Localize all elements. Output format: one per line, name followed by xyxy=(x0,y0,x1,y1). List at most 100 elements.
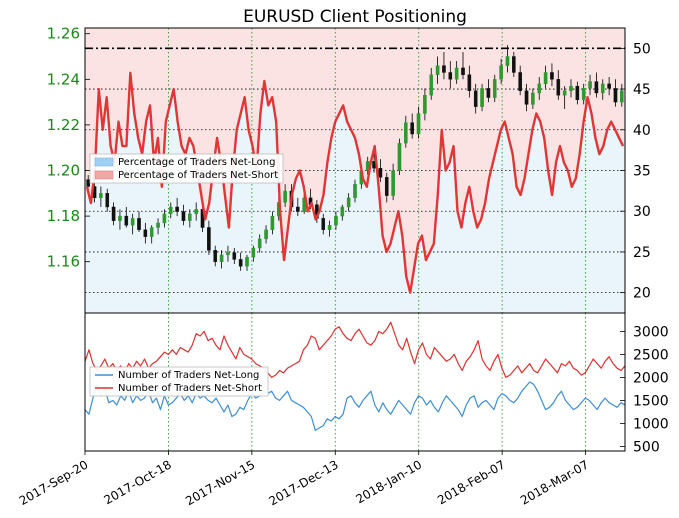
net-long-pct-bar xyxy=(317,211,322,313)
net-short-pct-bar xyxy=(404,28,409,277)
net-short-pct-bar xyxy=(148,28,153,106)
count-tick-label: 2000 xyxy=(633,370,669,386)
net-long-pct-bar xyxy=(207,203,212,313)
net-short-pct-bar xyxy=(132,28,137,114)
candle-body xyxy=(569,85,573,91)
date-tick-label: 2018-Mar-07 xyxy=(518,457,591,507)
net-long-pct-bar xyxy=(368,162,374,313)
net-short-pct-bar xyxy=(222,28,228,195)
candle-body xyxy=(105,193,110,208)
net-short-pct-bar xyxy=(364,28,370,187)
net-long-pct-bar xyxy=(392,227,397,313)
net-short-pct-bar xyxy=(187,28,192,138)
net-short-pct-bar xyxy=(431,28,437,244)
net-long-pct-bar xyxy=(345,121,350,313)
net-long-pct-bar xyxy=(179,146,184,313)
net-short-pct-bar xyxy=(546,28,551,171)
net-long-pct-bar xyxy=(301,186,307,313)
candle-body xyxy=(340,206,345,217)
legend-label-net-long-count: Number of Traders Net-Long xyxy=(118,370,259,381)
candle-body xyxy=(111,206,116,221)
net-short-pct-bar xyxy=(96,28,102,90)
net-short-pct-bar xyxy=(191,28,196,147)
net-short-pct-bar xyxy=(242,28,247,98)
net-long-pct-bar xyxy=(534,113,539,313)
net-short-pct-bar xyxy=(203,28,208,220)
net-long-pct-bar xyxy=(112,162,117,313)
net-long-pct-bar xyxy=(601,146,606,313)
net-long-pct-bar xyxy=(494,146,500,313)
net-long-pct-bar xyxy=(498,129,504,313)
net-long-pct-bar xyxy=(215,137,220,313)
net-long-pct-bar xyxy=(388,243,393,313)
net-short-pct-bar xyxy=(557,28,563,147)
net-short-pct-bar xyxy=(349,28,354,130)
net-short-pct-bar xyxy=(116,28,121,122)
net-long-pct-bar xyxy=(589,113,594,313)
net-long-pct-bar xyxy=(396,211,401,313)
candle-body xyxy=(391,170,395,196)
net-long-pct-bar xyxy=(226,227,232,313)
net-short-pct-bar xyxy=(605,28,610,130)
net-short-pct-bar xyxy=(226,28,232,228)
date-tick-label: 2018-Jan-10 xyxy=(353,457,424,506)
candle-body xyxy=(99,193,103,199)
net-long-pct-bar xyxy=(617,137,622,313)
net-short-pct-bar xyxy=(128,28,133,73)
candle-body xyxy=(137,218,141,230)
top-legend: Percentage of Traders Net-Long Percentag… xyxy=(89,153,284,184)
candle-body xyxy=(124,215,129,226)
net-long-pct-bar xyxy=(175,121,180,313)
candle-body xyxy=(600,83,605,94)
net-long-pct-bar xyxy=(282,260,287,313)
net-short-pct-bar xyxy=(360,28,366,179)
net-long-pct-bar xyxy=(305,211,310,313)
candle-body xyxy=(588,81,592,89)
candle-body xyxy=(245,256,249,267)
candle-body xyxy=(423,95,427,114)
net-short-pct-bar xyxy=(455,28,460,212)
net-short-pct-bar xyxy=(451,28,456,147)
candle-body xyxy=(86,179,90,187)
net-short-pct-bar xyxy=(388,28,393,244)
candle-body xyxy=(613,88,618,103)
net-short-pct-bar xyxy=(522,28,527,179)
net-short-pct-bar xyxy=(483,28,488,204)
net-long-pct-bar xyxy=(605,129,610,313)
net-long-pct-bar xyxy=(278,211,283,313)
price-tick-label: 1.20 xyxy=(47,162,80,180)
net-long-pct-bar xyxy=(451,146,456,313)
candle-body xyxy=(232,252,237,260)
net-short-pct-bar xyxy=(167,28,173,106)
candle-body xyxy=(296,206,300,212)
net-short-pct-bar xyxy=(412,28,417,269)
candle-body xyxy=(384,177,389,196)
date-tick-label: 2017-Dec-13 xyxy=(266,457,340,508)
net-long-pct-bar xyxy=(92,170,98,313)
trader-count-lines xyxy=(85,321,625,431)
net-short-pct-bar xyxy=(400,28,405,236)
net-long-pct-bar xyxy=(360,178,366,313)
net-long-pct-bar xyxy=(100,129,106,313)
net-short-pct-bar xyxy=(565,28,571,171)
net-long-pct-bar xyxy=(593,137,598,313)
net-short-pct-bar xyxy=(171,28,176,90)
candle-body xyxy=(467,74,472,91)
candle-body xyxy=(353,183,357,199)
net-short-pct-bar xyxy=(333,28,338,122)
count-tick-label: 2500 xyxy=(633,347,669,363)
candle-body xyxy=(581,88,586,101)
net-long-pct-bar xyxy=(412,268,417,313)
net-short-pct-bar xyxy=(459,28,464,228)
net-long-pct-bar xyxy=(108,146,113,313)
net-long-pct-bar xyxy=(329,137,334,313)
candle-body xyxy=(416,113,421,135)
net-long-pct-bar xyxy=(471,211,476,313)
net-short-pct-bar xyxy=(518,28,523,195)
candle-body xyxy=(219,254,224,262)
net-long-pct-bar xyxy=(159,186,165,313)
net-long-pct-bar xyxy=(416,243,421,313)
net-long-pct-bar xyxy=(435,194,441,313)
net-long-pct-bar xyxy=(152,162,157,313)
candle-body xyxy=(238,259,243,267)
